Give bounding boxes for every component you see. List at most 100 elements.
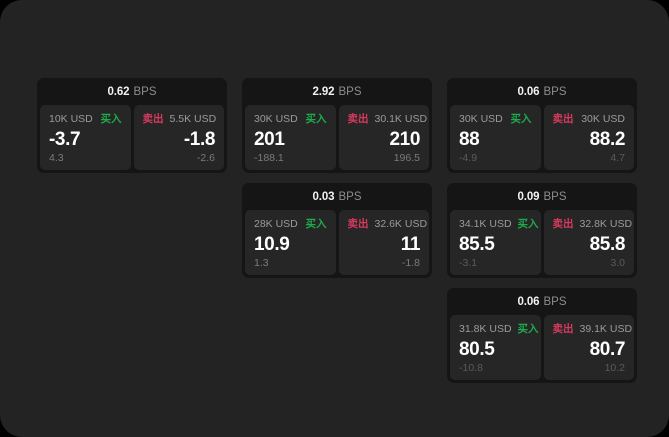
- buy-size-label: 30K USD: [254, 112, 298, 125]
- buy-panel[interactable]: 30K USD 买入 201 -188.1: [245, 105, 336, 170]
- buy-delta: 1.3: [254, 256, 269, 269]
- buy-delta: -10.8: [459, 361, 483, 374]
- card-body: 31.8K USD 买入 80.5 -10.8 卖出 39.1K USD 80.…: [447, 315, 637, 383]
- sell-price: 88.2: [589, 129, 626, 151]
- sell-size-label: 5.5K USD: [169, 112, 217, 125]
- sell-delta: 10.2: [604, 361, 625, 374]
- sell-panel-header: 卖出 30.1K USD: [347, 112, 428, 126]
- quote-card[interactable]: 2.92 BPS 30K USD 买入 201 -188.1 卖出 30.1K …: [242, 78, 432, 173]
- sell-size-label: 32.6K USD: [374, 217, 428, 230]
- bps-value: 0.62: [107, 85, 130, 98]
- buy-panel-header: 28K USD 买入: [254, 217, 327, 231]
- sell-panel-header: 卖出 32.8K USD: [552, 217, 633, 231]
- sell-price: 80.7: [589, 339, 626, 361]
- buy-side-label: 买入: [510, 113, 532, 125]
- buy-price: 201: [254, 129, 285, 151]
- card-header: 0.06 BPS: [447, 78, 637, 105]
- bps-value: 0.06: [517, 295, 540, 308]
- sell-size-label: 32.8K USD: [579, 217, 633, 230]
- bps-unit-label: BPS: [338, 85, 362, 98]
- buy-side-label: 买入: [517, 218, 539, 230]
- bps-unit-label: BPS: [338, 190, 362, 203]
- buy-panel[interactable]: 10K USD 买入 -3.7 4.3: [40, 105, 131, 170]
- sell-panel[interactable]: 卖出 32.6K USD 11 -1.8: [338, 210, 429, 275]
- card-header: 0.62 BPS: [37, 78, 227, 105]
- buy-panel-header: 34.1K USD 买入: [459, 217, 539, 231]
- card-body: 34.1K USD 买入 85.5 -3.1 卖出 32.8K USD 85.8…: [447, 210, 637, 278]
- card-header: 0.06 BPS: [447, 288, 637, 315]
- sell-size-label: 30K USD: [581, 112, 625, 125]
- buy-side-label: 买入: [517, 323, 539, 335]
- sell-panel[interactable]: 卖出 32.8K USD 85.8 3.0: [543, 210, 634, 275]
- sell-side-label: 卖出: [347, 218, 369, 230]
- bps-unit-label: BPS: [543, 190, 567, 203]
- card-body: 30K USD 买入 88 -4.9 卖出 30K USD 88.2 4.7: [447, 105, 637, 173]
- buy-delta: -188.1: [254, 151, 284, 164]
- buy-size-label: 34.1K USD: [459, 217, 512, 230]
- buy-delta: -3.1: [459, 256, 478, 269]
- bps-unit-label: BPS: [543, 85, 567, 98]
- buy-price: -3.7: [49, 129, 81, 151]
- buy-panel[interactable]: 30K USD 买入 88 -4.9: [450, 105, 541, 170]
- buy-price: 10.9: [254, 234, 290, 256]
- sell-delta: -1.8: [401, 256, 420, 269]
- sell-panel[interactable]: 卖出 5.5K USD -1.8 -2.6: [133, 105, 224, 170]
- sell-side-label: 卖出: [552, 323, 574, 335]
- buy-price: 85.5: [459, 234, 495, 256]
- buy-panel-header: 10K USD 买入: [49, 112, 122, 126]
- buy-panel[interactable]: 28K USD 买入 10.9 1.3: [245, 210, 336, 275]
- buy-side-label: 买入: [305, 218, 327, 230]
- buy-delta: 4.3: [49, 151, 64, 164]
- card-body: 10K USD 买入 -3.7 4.3 卖出 5.5K USD -1.8 -2.…: [37, 105, 227, 173]
- buy-price: 88: [459, 129, 480, 151]
- card-body: 28K USD 买入 10.9 1.3 卖出 32.6K USD 11 -1.8: [242, 210, 432, 278]
- bps-value: 0.06: [517, 85, 540, 98]
- quote-card[interactable]: 0.09 BPS 34.1K USD 买入 85.5 -3.1 卖出 32.8K…: [447, 183, 637, 278]
- buy-size-label: 30K USD: [459, 112, 503, 125]
- bps-value: 0.03: [312, 190, 335, 203]
- sell-delta: 196.5: [393, 151, 420, 164]
- quote-card[interactable]: 0.06 BPS 30K USD 买入 88 -4.9 卖出 30K USD: [447, 78, 637, 173]
- sell-panel[interactable]: 卖出 30.1K USD 210 196.5: [338, 105, 429, 170]
- buy-panel-header: 31.8K USD 买入: [459, 322, 539, 336]
- sell-side-label: 卖出: [142, 113, 164, 125]
- buy-delta: -4.9: [459, 151, 478, 164]
- buy-panel-header: 30K USD 买入: [459, 112, 532, 126]
- sell-panel-header: 卖出 32.6K USD: [347, 217, 428, 231]
- quote-card[interactable]: 0.03 BPS 28K USD 买入 10.9 1.3 卖出 32.6K US…: [242, 183, 432, 278]
- buy-side-label: 买入: [305, 113, 327, 125]
- sell-side-label: 卖出: [347, 113, 369, 125]
- buy-side-label: 买入: [100, 113, 122, 125]
- quote-card[interactable]: 0.62 BPS 10K USD 买入 -3.7 4.3 卖出 5.5K USD: [37, 78, 227, 173]
- bps-value: 0.09: [517, 190, 540, 203]
- sell-size-label: 30.1K USD: [374, 112, 428, 125]
- card-header: 0.09 BPS: [447, 183, 637, 210]
- sell-panel-header: 卖出 5.5K USD: [142, 112, 217, 126]
- quote-card[interactable]: 0.06 BPS 31.8K USD 买入 80.5 -10.8 卖出 39.1…: [447, 288, 637, 383]
- sell-size-label: 39.1K USD: [579, 322, 633, 335]
- sell-price: 210: [389, 129, 420, 151]
- sell-panel-header: 卖出 30K USD: [552, 112, 626, 126]
- card-body: 30K USD 买入 201 -188.1 卖出 30.1K USD 210 1…: [242, 105, 432, 173]
- sell-delta: -2.6: [196, 151, 215, 164]
- sell-side-label: 卖出: [552, 218, 574, 230]
- buy-panel[interactable]: 34.1K USD 买入 85.5 -3.1: [450, 210, 541, 275]
- buy-size-label: 28K USD: [254, 217, 298, 230]
- buy-panel-header: 30K USD 买入: [254, 112, 327, 126]
- sell-price: -1.8: [183, 129, 216, 151]
- bps-unit-label: BPS: [133, 85, 157, 98]
- sell-delta: 3.0: [610, 256, 625, 269]
- sell-panel[interactable]: 卖出 30K USD 88.2 4.7: [543, 105, 634, 170]
- sell-side-label: 卖出: [552, 113, 574, 125]
- buy-panel[interactable]: 31.8K USD 买入 80.5 -10.8: [450, 315, 541, 380]
- sell-delta: 4.7: [610, 151, 625, 164]
- sell-price: 11: [400, 234, 421, 256]
- card-header: 0.03 BPS: [242, 183, 432, 210]
- card-header: 2.92 BPS: [242, 78, 432, 105]
- sell-panel-header: 卖出 39.1K USD: [552, 322, 633, 336]
- sell-price: 85.8: [589, 234, 626, 256]
- sell-panel[interactable]: 卖出 39.1K USD 80.7 10.2: [543, 315, 634, 380]
- bps-unit-label: BPS: [543, 295, 567, 308]
- buy-price: 80.5: [459, 339, 495, 361]
